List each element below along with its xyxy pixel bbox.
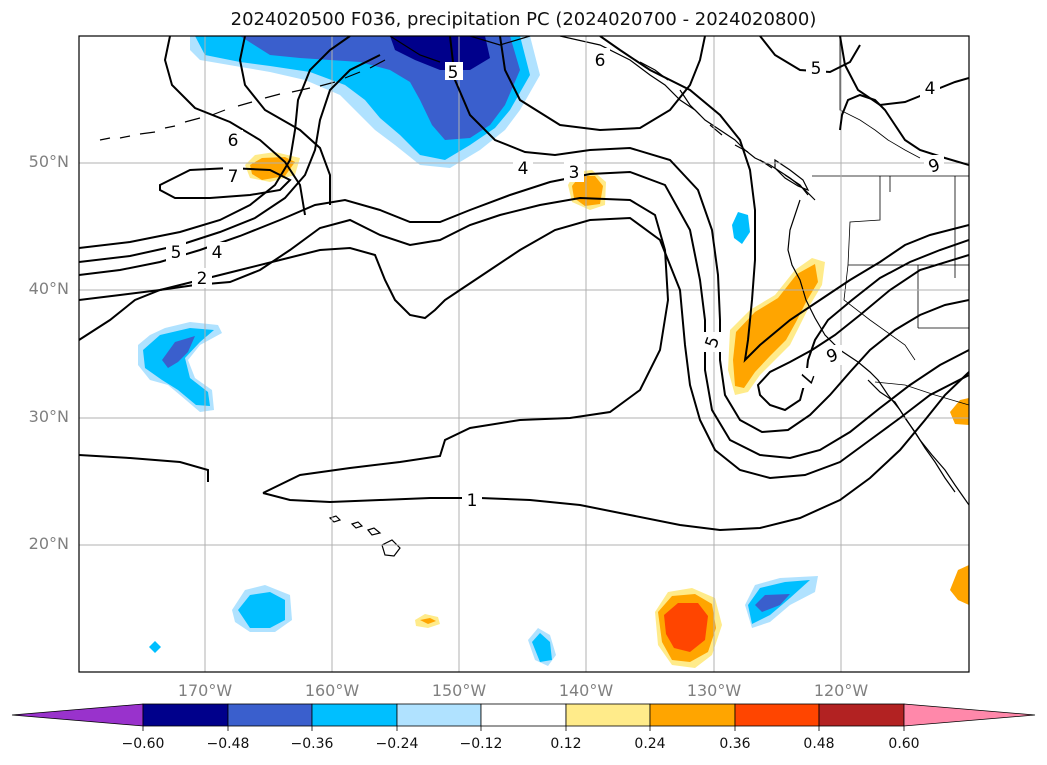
contour-label: 5 [171,243,182,263]
hawaii-2 [350,521,364,529]
lon-label: 130°W [686,681,742,700]
colorbar-segment [818,703,905,727]
colorbar-tick-label: 0.12 [550,736,582,752]
map-title: 2024020500 F036, precipitation PC (20240… [230,9,817,30]
colorbar-segment [480,703,567,727]
contour-6 [238,36,706,205]
map-plot-area: 6 5 6 5 4 7 4 3 5 4 2 5 1 7 [79,36,969,672]
colorbar-extend-right [903,703,1036,727]
colorbar-segment [311,703,398,727]
contour-label: 6 [228,131,239,151]
pos-anomaly-east-2 [950,565,969,605]
lat-label: 40°N [28,279,69,298]
hawaii-3 [366,527,382,536]
contour-label: 4 [925,79,936,99]
neg-anomaly-south-1-mid [238,592,285,628]
lat-label: 30°N [28,407,69,426]
colorbar [11,703,1036,731]
neg-anomaly-oregon [732,212,750,244]
colorbar-tick-label: −0.48 [206,736,250,752]
contour-label: 7 [228,167,239,187]
contour-label: 5 [811,59,822,79]
contour-label: 6 [595,51,606,71]
contour-1-upper [79,196,670,494]
colorbar-tick-label: 0.24 [634,736,666,752]
contour-label-group: 6 5 6 5 4 7 4 3 5 4 2 5 1 7 [166,48,944,511]
contour-label: 5 [448,63,459,83]
contour-label: 1 [467,491,478,511]
colorbar-tick-label: −0.60 [121,736,165,752]
colorbar-tick-label: 0.48 [803,736,835,752]
lon-label: 120°W [813,681,869,700]
contour-5 [79,36,969,363]
pos-anomaly-tiny-1-mid [420,618,436,624]
colorbar-tick-label: −0.12 [459,736,503,752]
colorbar-segment [565,703,651,727]
lon-label: 150°W [431,681,487,700]
neg-anomaly-tiny [149,641,161,653]
contour-5-east [756,239,969,412]
colorbar-extend-left [11,703,144,727]
us-west-coast [787,199,969,506]
hawaii-1 [328,515,342,523]
contour-3 [79,170,969,460]
neg-anomaly-south-2-mid [532,633,552,662]
us-mexico-border [874,381,969,406]
colorbar-tick-label: −0.24 [375,736,419,752]
alaska-coast [389,36,816,201]
neg-anomaly-gulf-alaska-core [390,36,490,70]
contour-label: 3 [569,163,580,183]
pos-anomaly-south-core [664,603,708,652]
lon-label: 160°W [304,681,360,700]
bc-coast [639,61,809,196]
alaska-canada-border [839,36,921,159]
lon-label: 170°W [177,681,233,700]
lon-label: 140°W [558,681,614,700]
lat-label: 50°N [28,152,69,171]
us-state-borders [843,176,969,361]
vancouver-island [774,158,810,192]
neg-anomaly-west-mid [143,328,214,406]
contour-7 [159,36,306,216]
contour-label: 4 [212,243,223,263]
contour-4-east [839,36,969,107]
contour-6-east [839,93,969,166]
lat-label: 20°N [28,534,69,553]
hawaii-4 [381,539,401,557]
colorbar-segment [227,703,313,727]
colorbar-tick-label: −0.36 [290,736,334,752]
colorbar-segment [734,703,820,727]
contour-label: 2 [197,269,208,289]
neg-anomaly-south-3-core [755,594,790,612]
contour-2 [79,216,969,482]
colorbar-segment [649,703,736,727]
pos-anomaly-california-mid [733,264,818,388]
colorbar-tick-label: 0.36 [719,736,751,752]
colorbar-segment [396,703,482,727]
colorbar-segment [142,703,229,727]
contour-1 [262,371,969,532]
contour-label: 4 [518,159,529,179]
colorbar-tick-label: 0.60 [888,736,920,752]
contours [79,36,969,532]
political-borders [812,36,969,406]
map-frame [78,35,970,673]
neg-anomaly-west-core [162,336,195,368]
